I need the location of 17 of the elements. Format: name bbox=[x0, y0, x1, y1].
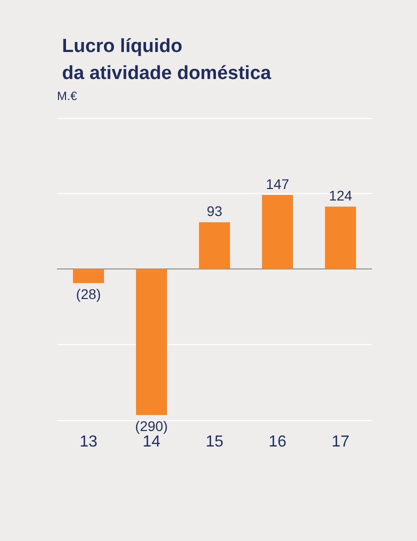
data-label: 93 bbox=[206, 203, 222, 220]
data-label: (290) bbox=[135, 418, 168, 434]
x-tick-label: 14 bbox=[142, 434, 160, 450]
data-label: 147 bbox=[266, 176, 290, 192]
data-label: 124 bbox=[328, 188, 352, 204]
chart-title: Lucro líquido da atividade doméstica bbox=[62, 36, 272, 84]
bar bbox=[136, 269, 167, 415]
x-tick-label: 17 bbox=[332, 434, 350, 450]
x-tick-label: 13 bbox=[80, 434, 98, 450]
x-tick-label: 15 bbox=[206, 434, 224, 450]
bar bbox=[199, 222, 230, 269]
x-tick-label: 16 bbox=[268, 434, 286, 450]
bar bbox=[73, 269, 104, 284]
data-label: (28) bbox=[76, 286, 101, 302]
y-axis-title: M.€ bbox=[57, 89, 78, 103]
bar bbox=[325, 206, 356, 269]
bar bbox=[262, 195, 293, 269]
